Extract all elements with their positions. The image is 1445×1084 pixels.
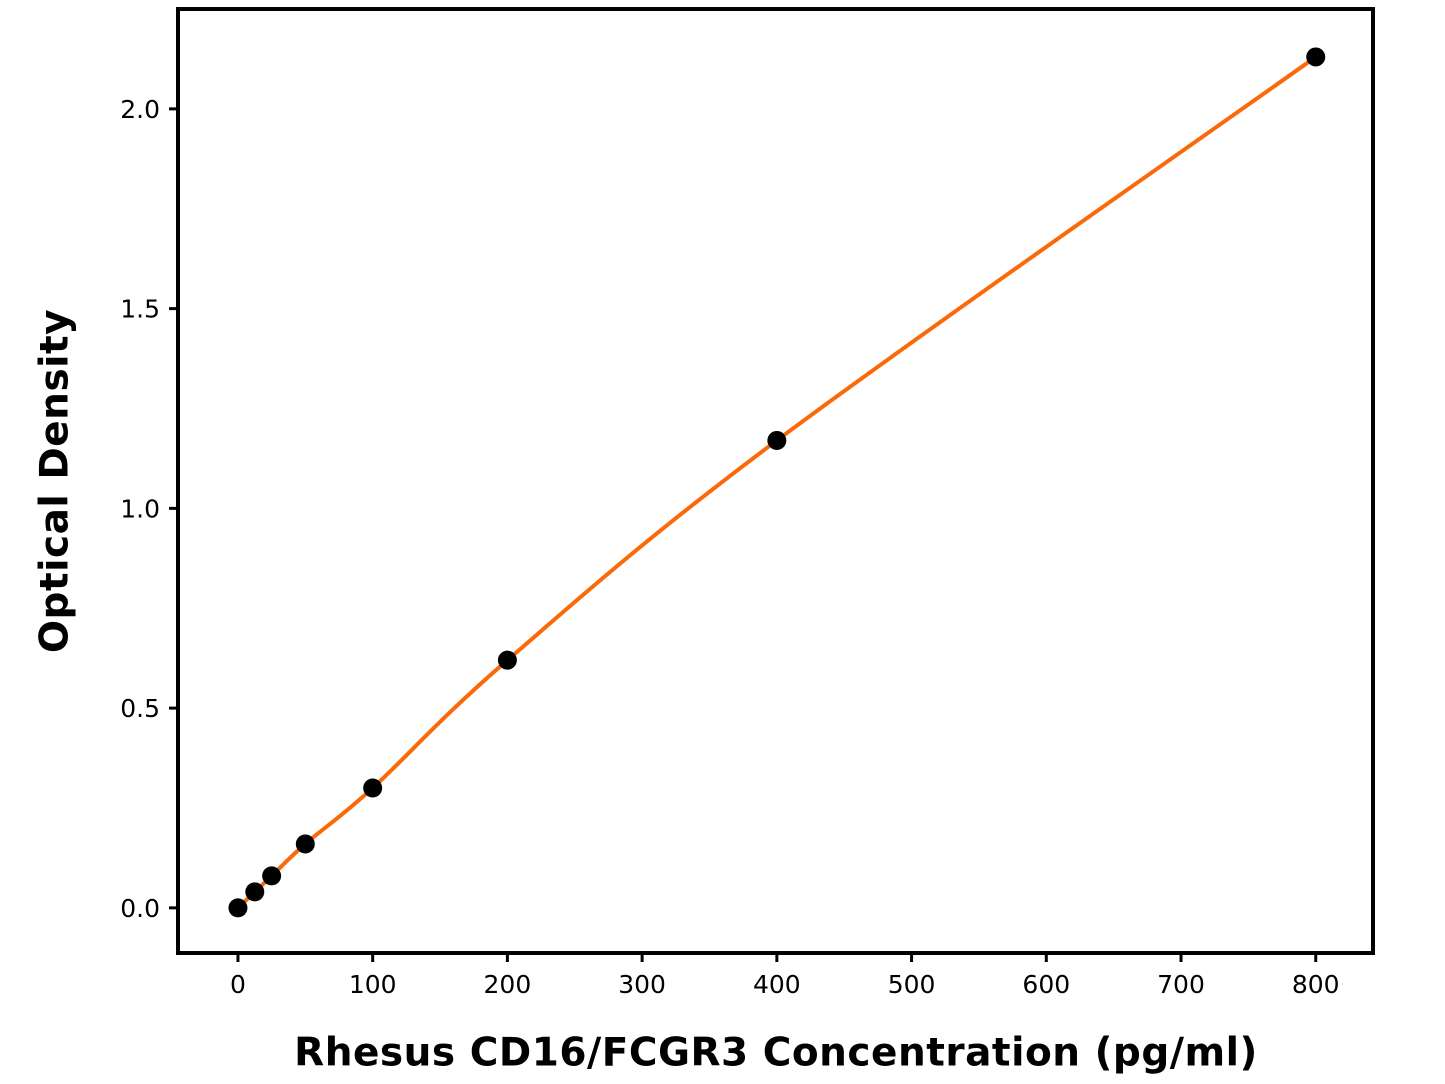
x-axis-label: Rhesus CD16/FCGR3 Concentration (pg/ml) bbox=[294, 1030, 1258, 1076]
data-point bbox=[363, 778, 383, 798]
data-point bbox=[1306, 47, 1326, 67]
plot-border bbox=[176, 7, 1375, 955]
x-tick-label: 600 bbox=[1022, 970, 1070, 999]
x-tick-label: 500 bbox=[888, 970, 936, 999]
y-tick-label: 2.0 bbox=[120, 95, 160, 124]
y-axis-label: Optical Density bbox=[32, 308, 78, 654]
data-point bbox=[228, 898, 248, 918]
data-point bbox=[767, 430, 787, 450]
x-tick-label: 100 bbox=[349, 970, 397, 999]
x-tick-label: 300 bbox=[618, 970, 666, 999]
y-tick-label: 1.5 bbox=[120, 295, 160, 324]
x-tick-label: 200 bbox=[484, 970, 532, 999]
y-tick-label: 0.5 bbox=[120, 694, 160, 723]
y-tick-label: 1.0 bbox=[120, 494, 160, 523]
data-point bbox=[262, 866, 282, 886]
fitted-curve bbox=[235, 54, 1318, 910]
x-tick-label: 400 bbox=[753, 970, 801, 999]
x-tick-label: 700 bbox=[1157, 970, 1205, 999]
x-tick-label: 0 bbox=[230, 970, 246, 999]
data-point bbox=[295, 834, 315, 854]
y-tick-label: 0.0 bbox=[120, 894, 160, 923]
data-point bbox=[497, 650, 517, 670]
data-point bbox=[245, 882, 265, 902]
x-tick-label: 800 bbox=[1292, 970, 1340, 999]
